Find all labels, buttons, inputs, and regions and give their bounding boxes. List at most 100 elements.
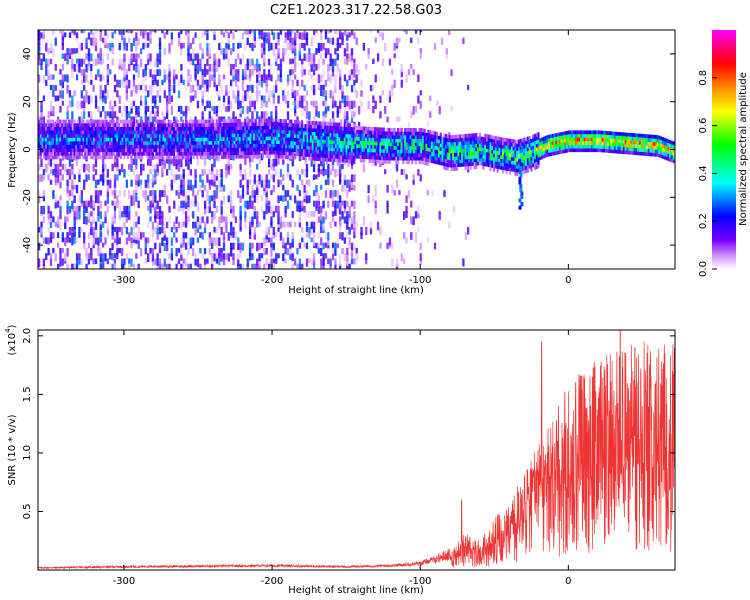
spectrogram-ridge-cell [133, 148, 136, 153]
spectrogram-cell [85, 95, 88, 103]
spectrogram-ridge-cell [382, 149, 385, 153]
spectrogram-cell [54, 253, 57, 262]
spectrogram-cell [64, 253, 67, 262]
spectrogram-cell [305, 258, 309, 267]
spectrogram-cell [201, 100, 204, 106]
spectrogram-cell [184, 232, 188, 239]
spectrogram-cell [101, 158, 105, 167]
spectrogram-cell [182, 184, 185, 192]
spectrogram-cell [234, 232, 238, 240]
spectrogram-ridge-cell [46, 155, 49, 160]
spectrogram-cell [445, 53, 448, 60]
spectrogram-ridge-cell [240, 140, 243, 145]
spectrogram-cell [282, 158, 285, 165]
spectrogram-cell [196, 63, 200, 70]
spectrogram-cell [189, 84, 192, 93]
spectrogram-ridge-cell [373, 148, 376, 153]
spectrogram-ridge-cell [53, 130, 56, 135]
spectrogram-cell [336, 30, 339, 35]
spectrogram-ridge-cell [228, 151, 231, 156]
spectrogram-cell [348, 242, 351, 249]
spectrogram-ridge-cell [45, 141, 48, 145]
spectrogram-cell [234, 216, 238, 224]
spectrogram-cell [213, 226, 216, 233]
spectrogram-cell [301, 111, 304, 117]
spectrogram-ridge-cell [238, 154, 241, 159]
spectrogram-cell [215, 169, 219, 177]
spectrogram-cell [132, 53, 136, 62]
spectrogram-ridge-cell [158, 144, 161, 149]
spectrogram-cell [331, 163, 335, 172]
spectrogram-cell [386, 116, 389, 123]
spectrogram-ridge-cell [233, 136, 236, 141]
spectrogram-ridge-cell [247, 136, 250, 141]
spectrogram-cell [83, 95, 86, 102]
spectrogram-ridge-cell [57, 123, 60, 128]
spectrogram-ridge-cell [384, 142, 387, 146]
spectrogram-ridge-cell [167, 151, 170, 156]
spectrogram-cell [393, 53, 396, 59]
spectrogram-cell [201, 53, 204, 59]
spectrogram-cell [154, 169, 157, 178]
spectrogram-ridge-cell [61, 137, 64, 142]
spectrogram-cell [71, 184, 74, 190]
spectrogram-ridge-cell [203, 119, 206, 124]
spectrogram-cell [180, 42, 183, 49]
spectrogram-cell [244, 216, 247, 223]
spectrogram-ridge-cell [365, 155, 368, 160]
spectrogram-cell [365, 226, 368, 236]
spectrogram-cell [85, 90, 88, 99]
spectrogram-cell [301, 95, 304, 102]
spectrogram-cell [68, 158, 72, 167]
spectrogram-ridge-cell [201, 130, 204, 135]
spectrogram-cell [184, 111, 188, 117]
spectrogram-cell [360, 79, 363, 87]
spectrogram-cell [161, 211, 164, 218]
spectrogram-ridge-cell [416, 149, 419, 154]
spectrogram-cell [291, 179, 294, 188]
spectrogram-ridge-cell [199, 123, 202, 127]
spectrogram-cell [211, 195, 214, 202]
spectrogram-ridge-cell [52, 133, 55, 138]
spectrogram-ridge-cell [164, 137, 167, 142]
spectrogram-ridge-cell [391, 135, 394, 139]
spectrogram-ridge-cell [160, 151, 163, 156]
spectrogram-cell [73, 263, 76, 269]
spectrogram-ridge-cell [210, 137, 213, 142]
spectrogram-cell [106, 258, 110, 265]
spectrogram-cell [312, 163, 316, 173]
spectrogram-cell [232, 63, 235, 70]
spectrogram-cell [339, 258, 342, 266]
spectrogram-cell [38, 174, 41, 183]
spectrogram-cell [329, 30, 332, 33]
spectrogram-cell [196, 58, 200, 66]
spectrogram-cell [196, 158, 200, 166]
spectrogram-ridge-cell [288, 133, 291, 138]
spectrogram-ridge-cell [331, 122, 334, 127]
spectrogram-cell [125, 179, 128, 188]
spectrogram-ridge-cell [425, 140, 428, 144]
spectrogram-ridge-cell [274, 154, 277, 159]
spectrogram-cell [381, 58, 384, 67]
spectrogram-ridge-cell [229, 137, 232, 141]
spectrogram-ridge-cell [322, 136, 325, 140]
spectrogram-ridge-cell [388, 145, 391, 150]
spectrogram-cell [322, 200, 325, 209]
spectrogram-cell [289, 37, 292, 43]
spectrogram-cell [147, 174, 150, 183]
spectrogram-ridge-cell [164, 123, 167, 128]
spectrogram-ridge-cell [197, 126, 200, 131]
spectrogram-ridge-cell [213, 144, 216, 149]
spectrogram-ridge-cell [409, 156, 412, 161]
spectrogram-ridge-cell [100, 155, 103, 160]
spectrogram-ridge-cell [75, 126, 78, 131]
spectrogram-ridge-cell [402, 153, 405, 157]
spectrogram-ridge-cell [196, 137, 199, 142]
spectrogram-ridge-cell [176, 155, 179, 160]
spectrogram-ridge-cell [107, 151, 110, 156]
spectrogram-cell [412, 174, 415, 181]
spectrogram-cell [393, 79, 396, 88]
spectrogram-ridge-cell [308, 145, 311, 150]
spectrogram-cell [54, 200, 57, 209]
spectrogram-cell [87, 174, 91, 181]
